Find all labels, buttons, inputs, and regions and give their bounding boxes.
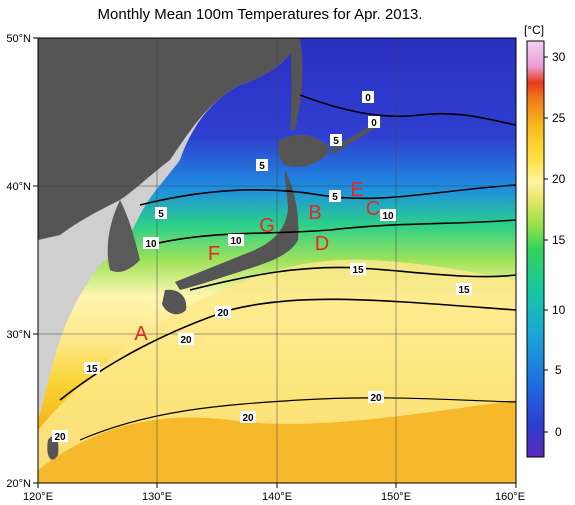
isotherm-label: 0 [365,93,371,104]
isotherm-label: 15 [352,265,364,276]
isotherm-5 [139,184,516,206]
colorbar-tick: 30 [552,50,566,64]
isotherm-10 [149,219,516,246]
isotherm-label: 15 [86,364,98,375]
colorbar-tick: 10 [552,303,566,317]
northeast-asia-land [38,38,300,240]
point-label-d: D [315,233,329,255]
colorbar-tick: 25 [552,111,566,125]
isotherm-label: 15 [458,285,470,296]
colorbar-unit: [°C] [524,23,544,37]
isotherm-label: 20 [242,413,254,424]
lon-tick-label: 140°E [262,491,292,503]
lat-tick-label: 20°N [6,478,31,490]
point-label-c: C [366,198,380,220]
kuril-islands [330,120,382,154]
lon-tick-label: 130°E [142,491,172,503]
point-labels: A B C D E F G [134,179,380,345]
map-grid [38,38,516,483]
point-label-g: G [259,215,275,237]
isotherm-label: 10 [145,239,157,250]
axis-ticks [33,37,517,488]
isotherm-label: 10 [230,236,242,247]
colorbar-tick: 5 [555,363,562,377]
isotherm-label: 20 [180,335,192,346]
isotherm-label: 10 [382,211,394,222]
sakhalin-island [290,38,303,130]
isotherm-label: 20 [370,393,382,404]
point-label-a: A [134,323,148,345]
colorbar-tick: 0 [555,425,562,439]
isotherm-label: 5 [259,161,265,172]
isotherm-label: 20 [217,308,229,319]
map-area [38,38,516,483]
isotherm-20-south [79,397,516,441]
lat-tick-label: 30°N [6,329,31,341]
lon-tick-label: 120°E [23,491,53,503]
isotherm-label: 5 [333,136,339,147]
kyushu-island [162,289,187,315]
colorbar-tick: 15 [552,233,566,247]
isotherm-0 [299,94,516,126]
korean-peninsula [107,200,140,272]
lat-tick-label: 50°N [6,33,31,45]
point-label-f: F [208,243,220,265]
isotherm-label: 5 [158,209,164,220]
isotherm-label: 0 [371,118,377,129]
honshu-island [175,170,299,290]
colorbar-tick: 20 [552,172,566,186]
colorbar-scale [526,40,545,458]
chart-title: Monthly Mean 100m Temperatures for Apr. … [97,6,423,23]
lon-tick-label: 150°E [381,491,411,503]
hokkaido-island [277,134,330,167]
isotherm-label: 5 [332,192,338,203]
isotherm-label: 20 [54,432,66,443]
lon-tick-label: 160°E [495,491,525,503]
isotherm-20 [59,298,516,401]
isotherm-labels: 0 0 5 5 5 5 10 10 10 15 15 15 20 20 20 2… [52,91,472,443]
lat-tick-label: 40°N [6,181,31,193]
point-label-b: B [308,202,321,224]
colorbar: [°C] 30 25 20 15 10 5 0 [524,23,566,458]
point-label-e: E [350,179,363,201]
